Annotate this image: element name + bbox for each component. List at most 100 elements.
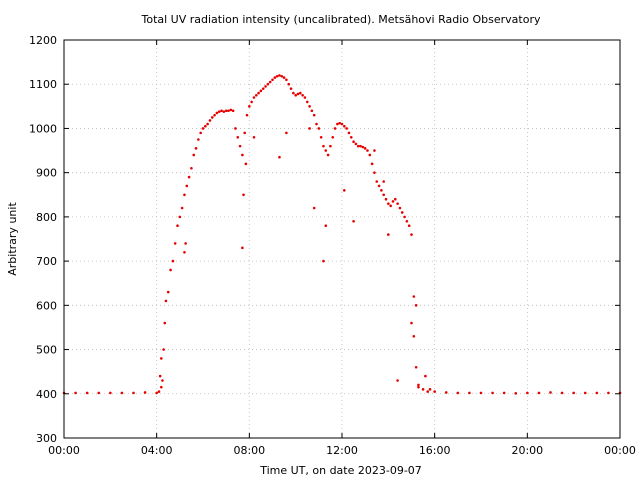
- data-point: [377, 184, 381, 188]
- data-point: [143, 391, 147, 394]
- data-point: [363, 147, 367, 150]
- data-point: [317, 127, 321, 130]
- data-point: [204, 124, 207, 128]
- data-point: [417, 383, 420, 387]
- data-point: [349, 135, 353, 139]
- data-point: [292, 91, 295, 95]
- x-tick-label: 00:00: [48, 444, 80, 457]
- data-point: [201, 127, 205, 130]
- data-point: [183, 193, 186, 197]
- data-point: [234, 127, 237, 130]
- data-point: [375, 180, 379, 183]
- data-point: [162, 348, 165, 351]
- data-point: [227, 109, 230, 113]
- data-point: [370, 162, 374, 166]
- y-tick-label: 700: [36, 255, 57, 268]
- grid-layer: [64, 40, 620, 438]
- data-point: [245, 113, 249, 117]
- data-point: [289, 87, 293, 90]
- data-point: [280, 74, 284, 78]
- data-point: [294, 93, 297, 97]
- y-tick-label: 1200: [29, 34, 57, 47]
- data-point: [259, 89, 263, 93]
- data-point: [157, 390, 161, 393]
- data-point: [410, 233, 413, 236]
- data-point: [359, 144, 362, 148]
- data-point: [583, 391, 587, 395]
- data-point: [303, 96, 307, 99]
- data-point: [414, 304, 418, 307]
- data-point: [382, 180, 386, 183]
- data-point: [271, 78, 274, 82]
- data-point: [199, 131, 202, 135]
- data-point: [305, 100, 309, 104]
- data-point: [224, 109, 228, 113]
- data-point: [163, 321, 167, 325]
- data-point: [85, 391, 89, 395]
- data-point: [333, 127, 337, 130]
- data-point: [229, 108, 233, 112]
- data-point: [560, 391, 564, 395]
- data-point: [352, 140, 355, 144]
- data-point: [190, 166, 193, 170]
- data-point: [158, 374, 162, 378]
- data-point: [537, 391, 541, 395]
- data-point: [178, 215, 182, 219]
- data-point: [410, 321, 413, 325]
- data-point: [254, 93, 258, 97]
- data-point: [572, 391, 575, 395]
- data-point: [192, 153, 196, 157]
- data-point: [120, 391, 124, 395]
- x-tick-label: 12:00: [326, 444, 358, 457]
- data-point: [132, 391, 135, 395]
- data-point: [595, 391, 599, 395]
- data-point: [236, 135, 240, 139]
- data-point: [343, 189, 346, 192]
- data-point: [308, 127, 311, 130]
- data-point: [426, 390, 430, 393]
- y-tick-label: 800: [36, 211, 57, 224]
- data-point: [109, 391, 112, 395]
- data-point: [607, 391, 610, 395]
- data-point: [407, 224, 411, 228]
- data-point: [264, 85, 267, 88]
- data-point: [324, 224, 328, 228]
- y-tick-label: 500: [36, 344, 57, 357]
- data-point: [312, 113, 316, 117]
- data-point: [414, 365, 418, 369]
- data-point: [338, 121, 341, 125]
- data-point: [308, 105, 311, 108]
- data-point: [400, 211, 404, 214]
- data-point: [173, 242, 177, 245]
- data-point: [176, 224, 179, 228]
- data-point: [208, 119, 212, 122]
- data-point: [278, 155, 281, 159]
- data-point: [491, 391, 494, 395]
- data-point: [252, 135, 256, 139]
- data-point: [169, 268, 172, 272]
- data-point: [243, 131, 246, 135]
- data-point: [164, 299, 168, 303]
- data-point: [412, 334, 416, 338]
- data-point: [380, 189, 383, 192]
- data-point: [296, 92, 300, 96]
- data-point: [183, 250, 186, 254]
- axis-tick-labels: 00:00 04:00 08:00 12:00 16:00 20:00 00:0030040…: [29, 34, 636, 457]
- data-point: [329, 144, 332, 148]
- data-point: [273, 76, 277, 79]
- data-point: [185, 184, 189, 188]
- data-point: [231, 109, 235, 113]
- data-point: [526, 391, 529, 395]
- data-point: [389, 204, 392, 208]
- data-point: [393, 197, 397, 201]
- x-tick-label: 04:00: [141, 444, 173, 457]
- data-point: [160, 385, 163, 389]
- data-point: [252, 96, 256, 99]
- data-point: [312, 206, 316, 210]
- data-point: [354, 142, 358, 146]
- y-tick-label: 300: [36, 432, 57, 445]
- data-point: [479, 391, 483, 395]
- data-point: [345, 127, 348, 130]
- data-point: [347, 131, 351, 135]
